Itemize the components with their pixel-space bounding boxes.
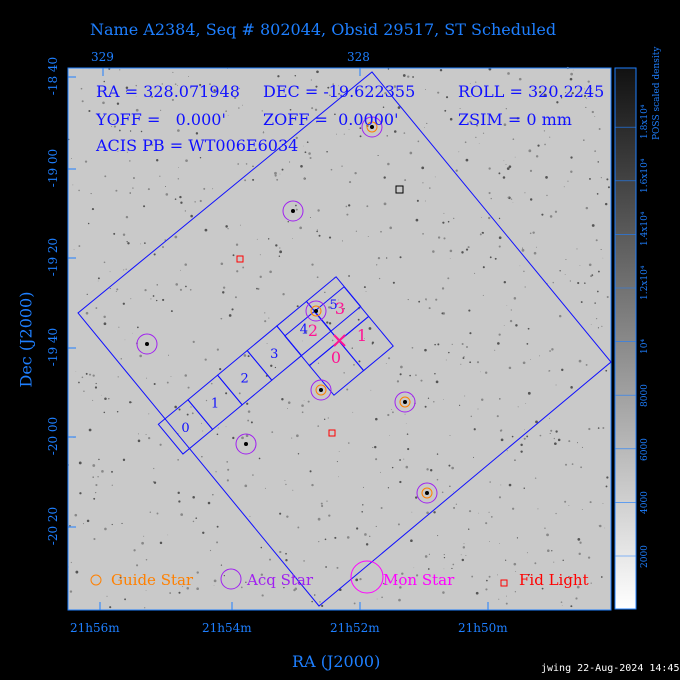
legend-guide-star: Guide Star <box>111 571 194 589</box>
legend-acq-star: Acq Star <box>247 571 314 589</box>
colorbar-label: POSS scaled density <box>652 46 662 140</box>
fid-light <box>236 255 244 263</box>
guide-star-circle <box>310 305 322 317</box>
info-zoff: ZOFF = 0.0000' <box>263 110 399 129</box>
fov-box <box>77 71 612 607</box>
y-axis-label: Dec (J2000) <box>16 291 36 388</box>
chip-label: 5 <box>329 298 337 313</box>
colorbar <box>614 67 637 610</box>
colorbar-tick-label: 10⁴ <box>640 338 650 354</box>
colorbar-tick-label: 1.2x10⁴ <box>640 265 650 300</box>
i-chip-label: 1 <box>357 326 367 345</box>
acq-star-circle <box>136 333 158 355</box>
guide-star-circle <box>315 384 327 396</box>
star <box>145 342 149 346</box>
acq-star-circle <box>310 379 332 401</box>
sky-image <box>68 68 611 610</box>
dec-tick-label: -19 00 <box>46 148 60 188</box>
i-chip-label: 3 <box>335 299 345 318</box>
i-chip-label: 2 <box>308 321 318 340</box>
star <box>319 388 323 392</box>
aimpoint-x-icon <box>333 334 346 347</box>
info-yoff: YOFF = 0.000' <box>96 110 226 129</box>
acq-star-circle <box>235 433 257 455</box>
fid-light <box>328 429 336 437</box>
ra-tick-label: 21h52m <box>330 621 380 635</box>
chip-label: 4 <box>300 323 308 338</box>
info-dec: DEC = -19.622355 <box>263 82 416 101</box>
acq-star-circle <box>416 482 438 504</box>
star <box>370 125 374 129</box>
dec-tick-label: -18 40 <box>46 56 60 96</box>
colorbar-tick-label: 2000 <box>640 545 650 568</box>
star <box>314 309 318 313</box>
guide-star-circle <box>399 396 411 408</box>
colorbar-tick-label: 1.6x10⁴ <box>640 158 650 193</box>
dec-tick-label: -20 00 <box>46 416 60 456</box>
chip-label: 0 <box>181 421 189 436</box>
ra-tick-label: 21h50m <box>458 621 508 635</box>
colorbar-tick-label: 4000 <box>640 491 650 515</box>
info-ra: RA = 328.071948 <box>96 82 240 101</box>
ra-tick-label: 21h54m <box>202 621 252 635</box>
info-acis: ACIS PB = WT006E6034 <box>96 136 299 155</box>
legend-fid-light: Fid Light <box>519 571 589 589</box>
colorbar-tick-label: 1.4x10⁴ <box>640 211 650 247</box>
fid-light-legend-icon <box>500 579 508 587</box>
acq-star-circle <box>305 300 327 322</box>
acis-i-chip <box>338 315 394 372</box>
plot-frame <box>67 67 612 611</box>
info-zsim: ZSIM = 0 mm <box>458 110 572 129</box>
guide-star-circle <box>421 487 433 499</box>
star <box>291 209 295 213</box>
i-chip-label: 0 <box>331 348 341 367</box>
chip-label: 1 <box>211 396 219 411</box>
dec-tick-label: -19 40 <box>46 327 60 367</box>
guide-star-circle <box>366 121 378 133</box>
plot-title: Name A2384, Seq # 802044, Obsid 29517, S… <box>90 20 557 39</box>
mon-star-legend-icon <box>350 560 384 594</box>
dec-tick-label: -19 20 <box>46 237 60 277</box>
top-tick: 329 <box>91 50 114 64</box>
footer-timestamp: jwing 22-Aug-2024 14:45 <box>541 663 680 674</box>
chip-label: 3 <box>270 347 278 362</box>
ra-tick-label: 21h56m <box>70 621 120 635</box>
colorbar-tick-label: 1.8x10⁴ <box>640 104 650 140</box>
x-axis-label: RA (J2000) <box>292 652 381 671</box>
info-roll: ROLL = 320.2245 <box>458 82 605 101</box>
colorbar-tick-label: 8000 <box>640 384 650 408</box>
acq-star-legend-icon <box>220 568 242 590</box>
dec-tick-label: -20 20 <box>46 506 60 546</box>
guide-star-legend-icon <box>90 574 102 586</box>
colorbar-tick-label: 6000 <box>640 437 650 461</box>
star <box>425 491 429 495</box>
chip-label: 2 <box>241 372 249 387</box>
star <box>244 442 248 446</box>
legend-mon-star: Mon Star <box>383 571 455 589</box>
acq-star-circle <box>394 391 416 413</box>
acq-star-circle <box>361 116 383 138</box>
top-tick: 328 <box>347 50 370 64</box>
star <box>403 400 407 404</box>
acq-star-circle <box>282 200 304 222</box>
black-square-marker <box>395 185 404 194</box>
